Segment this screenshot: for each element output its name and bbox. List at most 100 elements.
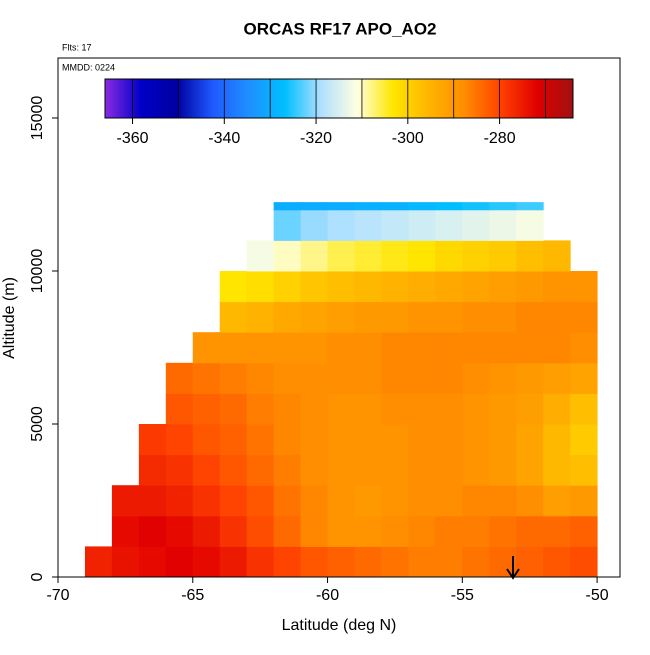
cell	[246, 454, 275, 486]
cell	[462, 332, 490, 364]
cell	[543, 423, 571, 456]
cell	[246, 362, 275, 394]
cell	[408, 485, 436, 517]
cell	[570, 362, 598, 394]
cell	[300, 515, 329, 547]
cell	[570, 301, 598, 333]
cell	[138, 546, 167, 578]
cell	[219, 301, 248, 333]
cell	[354, 270, 382, 303]
cell	[435, 423, 463, 456]
cell	[327, 485, 355, 517]
cell	[111, 485, 140, 517]
cell	[543, 454, 571, 486]
cell	[246, 546, 275, 578]
cell	[165, 485, 194, 517]
cell	[219, 515, 248, 547]
cell	[138, 423, 167, 456]
cell	[273, 209, 302, 241]
cell	[408, 423, 436, 456]
annotation: MMDD: 0224	[62, 62, 115, 72]
cell	[408, 202, 436, 211]
cell	[165, 362, 194, 394]
cell	[192, 515, 221, 547]
colorbar-tick-label: -280	[484, 130, 516, 147]
cell	[381, 393, 409, 425]
cell	[462, 301, 490, 333]
cell	[408, 362, 436, 394]
cell	[300, 546, 329, 578]
colorbar: -360 -340 -320 -300 -280	[104, 78, 574, 147]
x-axis-label: Latitude (deg N)	[282, 617, 397, 634]
cell	[165, 423, 194, 456]
cell	[327, 240, 355, 272]
cell	[165, 454, 194, 486]
cell	[111, 515, 140, 547]
cell	[246, 393, 275, 425]
cell	[462, 485, 490, 517]
cell	[435, 485, 463, 517]
cell	[354, 485, 382, 517]
cell	[462, 454, 490, 486]
cell	[435, 515, 463, 547]
cell	[570, 270, 598, 303]
cell	[435, 393, 463, 425]
y-tick-label: 5000	[29, 406, 46, 442]
cell	[246, 270, 275, 303]
cell	[273, 546, 302, 578]
cell	[489, 485, 517, 517]
cell	[381, 209, 409, 241]
cell	[489, 202, 517, 211]
cell	[516, 423, 544, 456]
cell	[273, 393, 302, 425]
x-tick-label: -70	[46, 587, 69, 604]
cell	[570, 546, 598, 578]
cell	[516, 393, 544, 425]
cell	[138, 515, 167, 547]
cell	[192, 393, 221, 425]
cell	[435, 209, 463, 241]
cell	[354, 301, 382, 333]
cell	[543, 332, 571, 364]
cell	[489, 454, 517, 486]
y-tick-label: 10000	[29, 249, 46, 294]
cell	[354, 362, 382, 394]
cell	[219, 270, 248, 303]
cell	[192, 454, 221, 486]
cell	[489, 270, 517, 303]
axes: -70 -65 -60 -55 -50 0 5000 10000 15000	[29, 96, 609, 605]
cell	[327, 454, 355, 486]
arrow	[506, 556, 520, 580]
cell	[543, 240, 571, 272]
cell	[408, 393, 436, 425]
x-tick-label: -65	[181, 587, 204, 604]
cell	[138, 485, 167, 517]
cell	[489, 332, 517, 364]
cell	[516, 362, 544, 394]
cell	[381, 485, 409, 517]
cell	[219, 393, 248, 425]
cell	[462, 546, 490, 578]
cell	[489, 362, 517, 394]
cell	[516, 454, 544, 486]
cell	[516, 270, 544, 303]
cell	[489, 209, 517, 241]
cell	[408, 515, 436, 547]
cell	[273, 202, 302, 211]
cell	[354, 546, 382, 578]
cell	[327, 202, 355, 211]
cell	[543, 546, 571, 578]
cell	[327, 301, 355, 333]
cell	[354, 240, 382, 272]
cell	[516, 209, 544, 241]
cell	[300, 332, 329, 364]
cell	[300, 301, 329, 333]
cell	[381, 362, 409, 394]
cell	[219, 423, 248, 456]
cell	[246, 485, 275, 517]
cell	[408, 301, 436, 333]
annotation: Flts: 17	[62, 42, 92, 52]
cell	[381, 546, 409, 578]
cell	[516, 546, 544, 578]
